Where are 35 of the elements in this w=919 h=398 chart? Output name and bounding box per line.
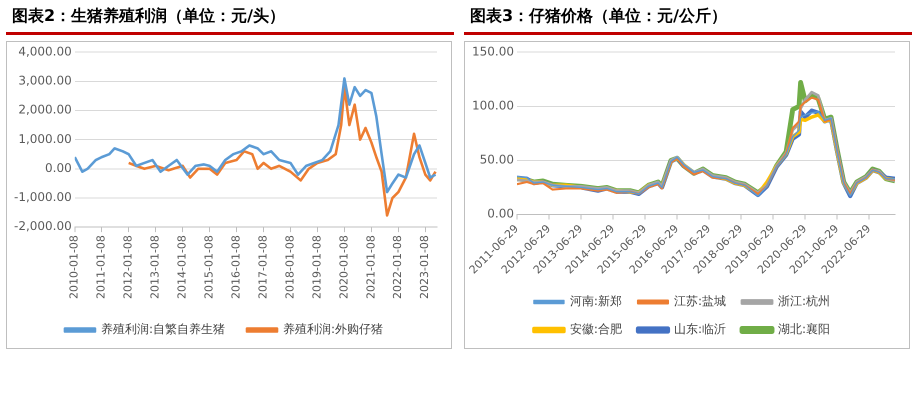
x-tick-label: 2016-01-08 bbox=[229, 235, 242, 300]
x-tick-label: 2013-01-08 bbox=[148, 235, 162, 300]
chart-title: 图表3：仔猪价格（单位：元/公斤） bbox=[469, 5, 728, 27]
legend-label: 浙江:杭州 bbox=[778, 294, 830, 308]
y-tick-label: 4,000.00 bbox=[18, 44, 72, 58]
x-tick-label: 2012-01-08 bbox=[122, 235, 135, 300]
x-tick-label: 2015-01-08 bbox=[202, 235, 216, 300]
x-tick-label: 2020-01-08 bbox=[337, 235, 350, 300]
y-tick-label: 50.00 bbox=[480, 152, 514, 166]
x-tick-label: 2014-01-08 bbox=[176, 235, 188, 300]
legend-label: 安徽:合肥 bbox=[570, 322, 622, 336]
y-tick-label: 0.00 bbox=[45, 160, 72, 175]
legend-label: 山东:临沂 bbox=[674, 322, 726, 336]
legend-label: 河南:新郑 bbox=[570, 294, 622, 308]
y-tick-label: -1,000.00 bbox=[14, 190, 72, 204]
x-tick-label: 2023-01-08 bbox=[418, 235, 432, 300]
y-tick-label: 1,000.00 bbox=[18, 132, 72, 146]
legend-label: 养殖利润:外购仔猪 bbox=[283, 322, 384, 336]
legend-label: 湖北:襄阳 bbox=[778, 322, 830, 336]
x-tick-label: 2010-01-08 bbox=[68, 235, 81, 300]
chart-title: 图表2：生猪养殖利润（单位：元/头） bbox=[11, 5, 286, 27]
x-tick-label: 2011-01-08 bbox=[94, 235, 108, 300]
legend-label: 养殖利润:自繁自养生猪 bbox=[100, 322, 226, 336]
legend-label: 江苏:盐城 bbox=[674, 294, 726, 308]
x-tick-label: 2022-01-08 bbox=[391, 235, 404, 300]
y-tick-label: 0.00 bbox=[487, 206, 514, 221]
x-tick-label: 2019-01-08 bbox=[310, 235, 324, 300]
y-tick-label: 3,000.00 bbox=[18, 73, 72, 88]
y-tick-label: 100.00 bbox=[472, 98, 514, 112]
y-tick-label: 2,000.00 bbox=[18, 102, 72, 117]
y-tick-label: -2,000.00 bbox=[14, 219, 72, 234]
y-tick-label: 150.00 bbox=[472, 44, 514, 58]
x-tick-label: 2017-01-08 bbox=[256, 235, 270, 300]
x-tick-label: 2018-01-08 bbox=[283, 235, 296, 300]
x-tick-label: 2021-01-08 bbox=[364, 235, 378, 300]
